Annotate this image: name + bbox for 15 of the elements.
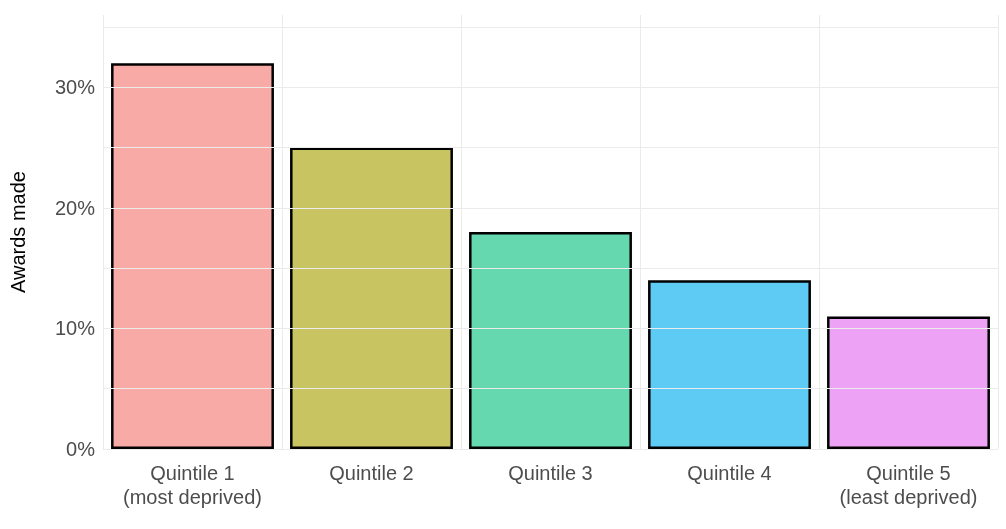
x-tick-label: Quintile 5 (least deprived) xyxy=(839,462,978,508)
y-tick-label: 10% xyxy=(54,317,96,340)
y-axis-title: Awards made xyxy=(7,171,29,293)
y-tick-label: 20% xyxy=(54,196,96,219)
x-tick-label: Quintile 3 xyxy=(508,462,593,484)
bar xyxy=(111,63,274,449)
x-tick-label: Quintile 4 xyxy=(687,462,772,484)
y-tick-label: 30% xyxy=(54,76,96,99)
x-tick-label: Quintile 1 (most deprived) xyxy=(123,462,262,508)
bar xyxy=(648,280,811,449)
bar xyxy=(469,232,632,449)
bar xyxy=(290,147,453,449)
x-tick-label: Quintile 2 xyxy=(329,462,414,484)
y-tick-label: 0% xyxy=(66,438,96,460)
bar xyxy=(827,316,990,449)
